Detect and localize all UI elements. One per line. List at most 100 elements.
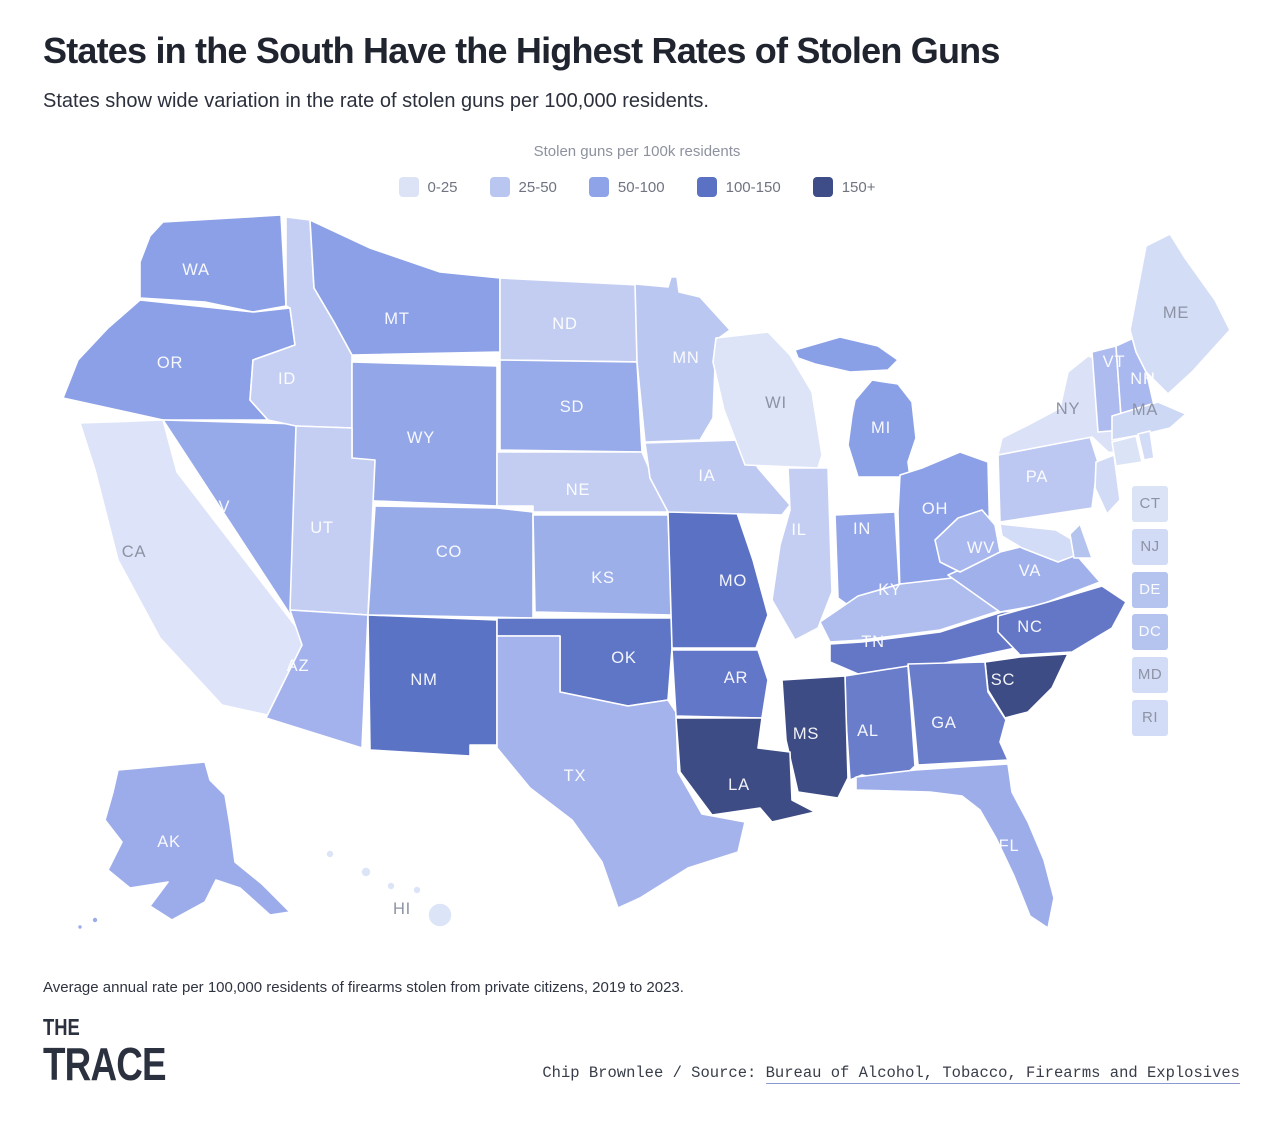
state-shape-ak-aleutian[interactable]	[76, 923, 84, 931]
state-shape-al[interactable]	[844, 665, 916, 783]
state-label-va: VA	[1019, 562, 1041, 580]
state-shape-la[interactable]	[675, 717, 816, 823]
state-shape-nj[interactable]	[1094, 454, 1121, 515]
source-link[interactable]: Bureau of Alcohol, Tobacco, Firearms and…	[765, 1064, 1240, 1084]
state-label-me: ME	[1163, 304, 1189, 322]
state-label-ok: OK	[611, 649, 636, 667]
state-label-wi: WI	[765, 394, 787, 412]
legend-label: 100-150	[725, 178, 781, 196]
page-title: States in the South Have the Highest Rat…	[43, 30, 1000, 71]
state-shape-ga[interactable]	[907, 661, 1009, 766]
state-shape-hi-island[interactable]	[386, 881, 396, 891]
state-shape-ks[interactable]	[532, 514, 673, 616]
state-shape-hi-island[interactable]	[427, 902, 453, 928]
state-label-mn: MN	[672, 349, 699, 367]
state-shape-ak[interactable]	[104, 761, 291, 921]
legend-title: Stolen guns per 100k residents	[533, 143, 741, 160]
state-shape-ms[interactable]	[781, 675, 849, 799]
state-shape-ct[interactable]	[1111, 435, 1143, 467]
inset-state-de[interactable]: DE	[1132, 571, 1168, 608]
state-label-nh: NH	[1130, 370, 1155, 388]
state-label-ks: KS	[591, 569, 615, 587]
state-label-fl: FL	[999, 837, 1020, 855]
state-shape-mi[interactable]	[847, 379, 917, 478]
state-shape-fl[interactable]	[855, 763, 1055, 929]
state-shape-ak-aleutian[interactable]	[91, 916, 99, 924]
state-label-ms: MS	[793, 725, 819, 743]
state-label-oh: OH	[922, 500, 948, 518]
state-shape-md[interactable]	[999, 523, 1091, 563]
state-shape-il[interactable]	[771, 467, 833, 641]
legend-label: 150+	[841, 178, 876, 196]
state-shape-az[interactable]	[265, 609, 369, 749]
state-label-tn: TN	[861, 633, 885, 651]
legend-item-50-100: 50-100	[588, 177, 665, 197]
inset-state-ri[interactable]: RI	[1132, 699, 1168, 736]
inset-states: CT NJ DE DC MD RI	[1132, 486, 1168, 736]
state-label-ia: IA	[698, 467, 715, 485]
state-shape-ca[interactable]	[79, 419, 311, 717]
state-label-nv: NV	[206, 498, 231, 516]
state-label-ca: CA	[122, 543, 147, 561]
inset-state-md[interactable]: MD	[1132, 657, 1168, 694]
state-label-ny: NY	[1056, 400, 1081, 418]
state-label-ar: AR	[724, 669, 749, 687]
state-shape-de[interactable]	[1069, 523, 1093, 559]
state-shape-ne[interactable]	[496, 451, 669, 513]
state-label-sc: SC	[991, 671, 1016, 689]
state-label-nd: ND	[552, 315, 577, 333]
logo-line-the: THE	[43, 1014, 80, 1040]
logo-line-trace: TRACE	[43, 1038, 167, 1090]
state-label-nc: NC	[1017, 618, 1042, 636]
legend-swatch-25-50	[489, 177, 510, 197]
state-shape-tx[interactable]	[496, 635, 746, 909]
state-shape-ri[interactable]	[1137, 430, 1155, 461]
inset-state-ct[interactable]: CT	[1132, 486, 1168, 522]
state-shape-wi[interactable]	[712, 331, 823, 469]
state-shape-hi-island[interactable]	[360, 866, 372, 878]
state-shape-wa[interactable]	[139, 214, 287, 313]
credit-byline: Chip Brownlee / Source:	[542, 1064, 766, 1082]
state-label-nm: NM	[410, 671, 437, 689]
state-shape-mn[interactable]	[634, 276, 731, 443]
state-label-ky: KY	[878, 581, 902, 599]
credit-line: Chip Brownlee / Source: Bureau of Alcoho…	[542, 1064, 1240, 1084]
state-shape-sc[interactable]	[984, 653, 1069, 719]
state-shapes	[62, 214, 1231, 931]
state-label-ut: UT	[310, 519, 334, 537]
inset-state-nj[interactable]: NJ	[1132, 528, 1168, 565]
legend-swatch-100-150	[696, 177, 717, 197]
state-label-in: IN	[853, 520, 871, 538]
legend-label: 50-100	[617, 178, 665, 196]
state-label-hi: HI	[393, 900, 411, 918]
state-label-la: LA	[728, 776, 750, 794]
state-shape-hi-island[interactable]	[325, 849, 335, 859]
state-shape-nc[interactable]	[997, 585, 1127, 656]
legend-item-150+: 150+	[812, 177, 876, 197]
state-label-co: CO	[436, 543, 462, 561]
the-trace-logo: THE TRACE	[43, 1014, 167, 1090]
inset-state-dc[interactable]: DC	[1132, 614, 1168, 651]
state-shape-co[interactable]	[367, 505, 534, 619]
state-label-ne: NE	[566, 481, 591, 499]
state-shape-mi-upper[interactable]	[794, 336, 899, 373]
legend-swatch-0-25	[398, 177, 419, 197]
page-subtitle: States show wide variation in the rate o…	[43, 90, 709, 112]
state-shape-ar[interactable]	[671, 649, 769, 719]
state-shape-ma[interactable]	[1111, 401, 1187, 441]
chart-footnote: Average annual rate per 100,000 resident…	[43, 979, 684, 996]
state-label-mo: MO	[719, 572, 747, 590]
state-label-id: ID	[278, 370, 296, 388]
legend-swatch-150+	[812, 177, 833, 197]
state-label-mt: MT	[384, 310, 409, 328]
state-label-il: IL	[791, 521, 806, 539]
state-shape-wv[interactable]	[934, 509, 1001, 573]
state-label-az: AZ	[287, 657, 310, 675]
state-label-wa: WA	[182, 261, 210, 279]
state-shape-me[interactable]	[1129, 233, 1231, 395]
state-shape-hi-island[interactable]	[412, 885, 422, 895]
legend-item-100-150: 100-150	[696, 177, 781, 197]
legend-item-0-25: 0-25	[398, 177, 458, 197]
legend-items: 0-25 25-50 50-100 100-150 150+	[0, 177, 1274, 197]
